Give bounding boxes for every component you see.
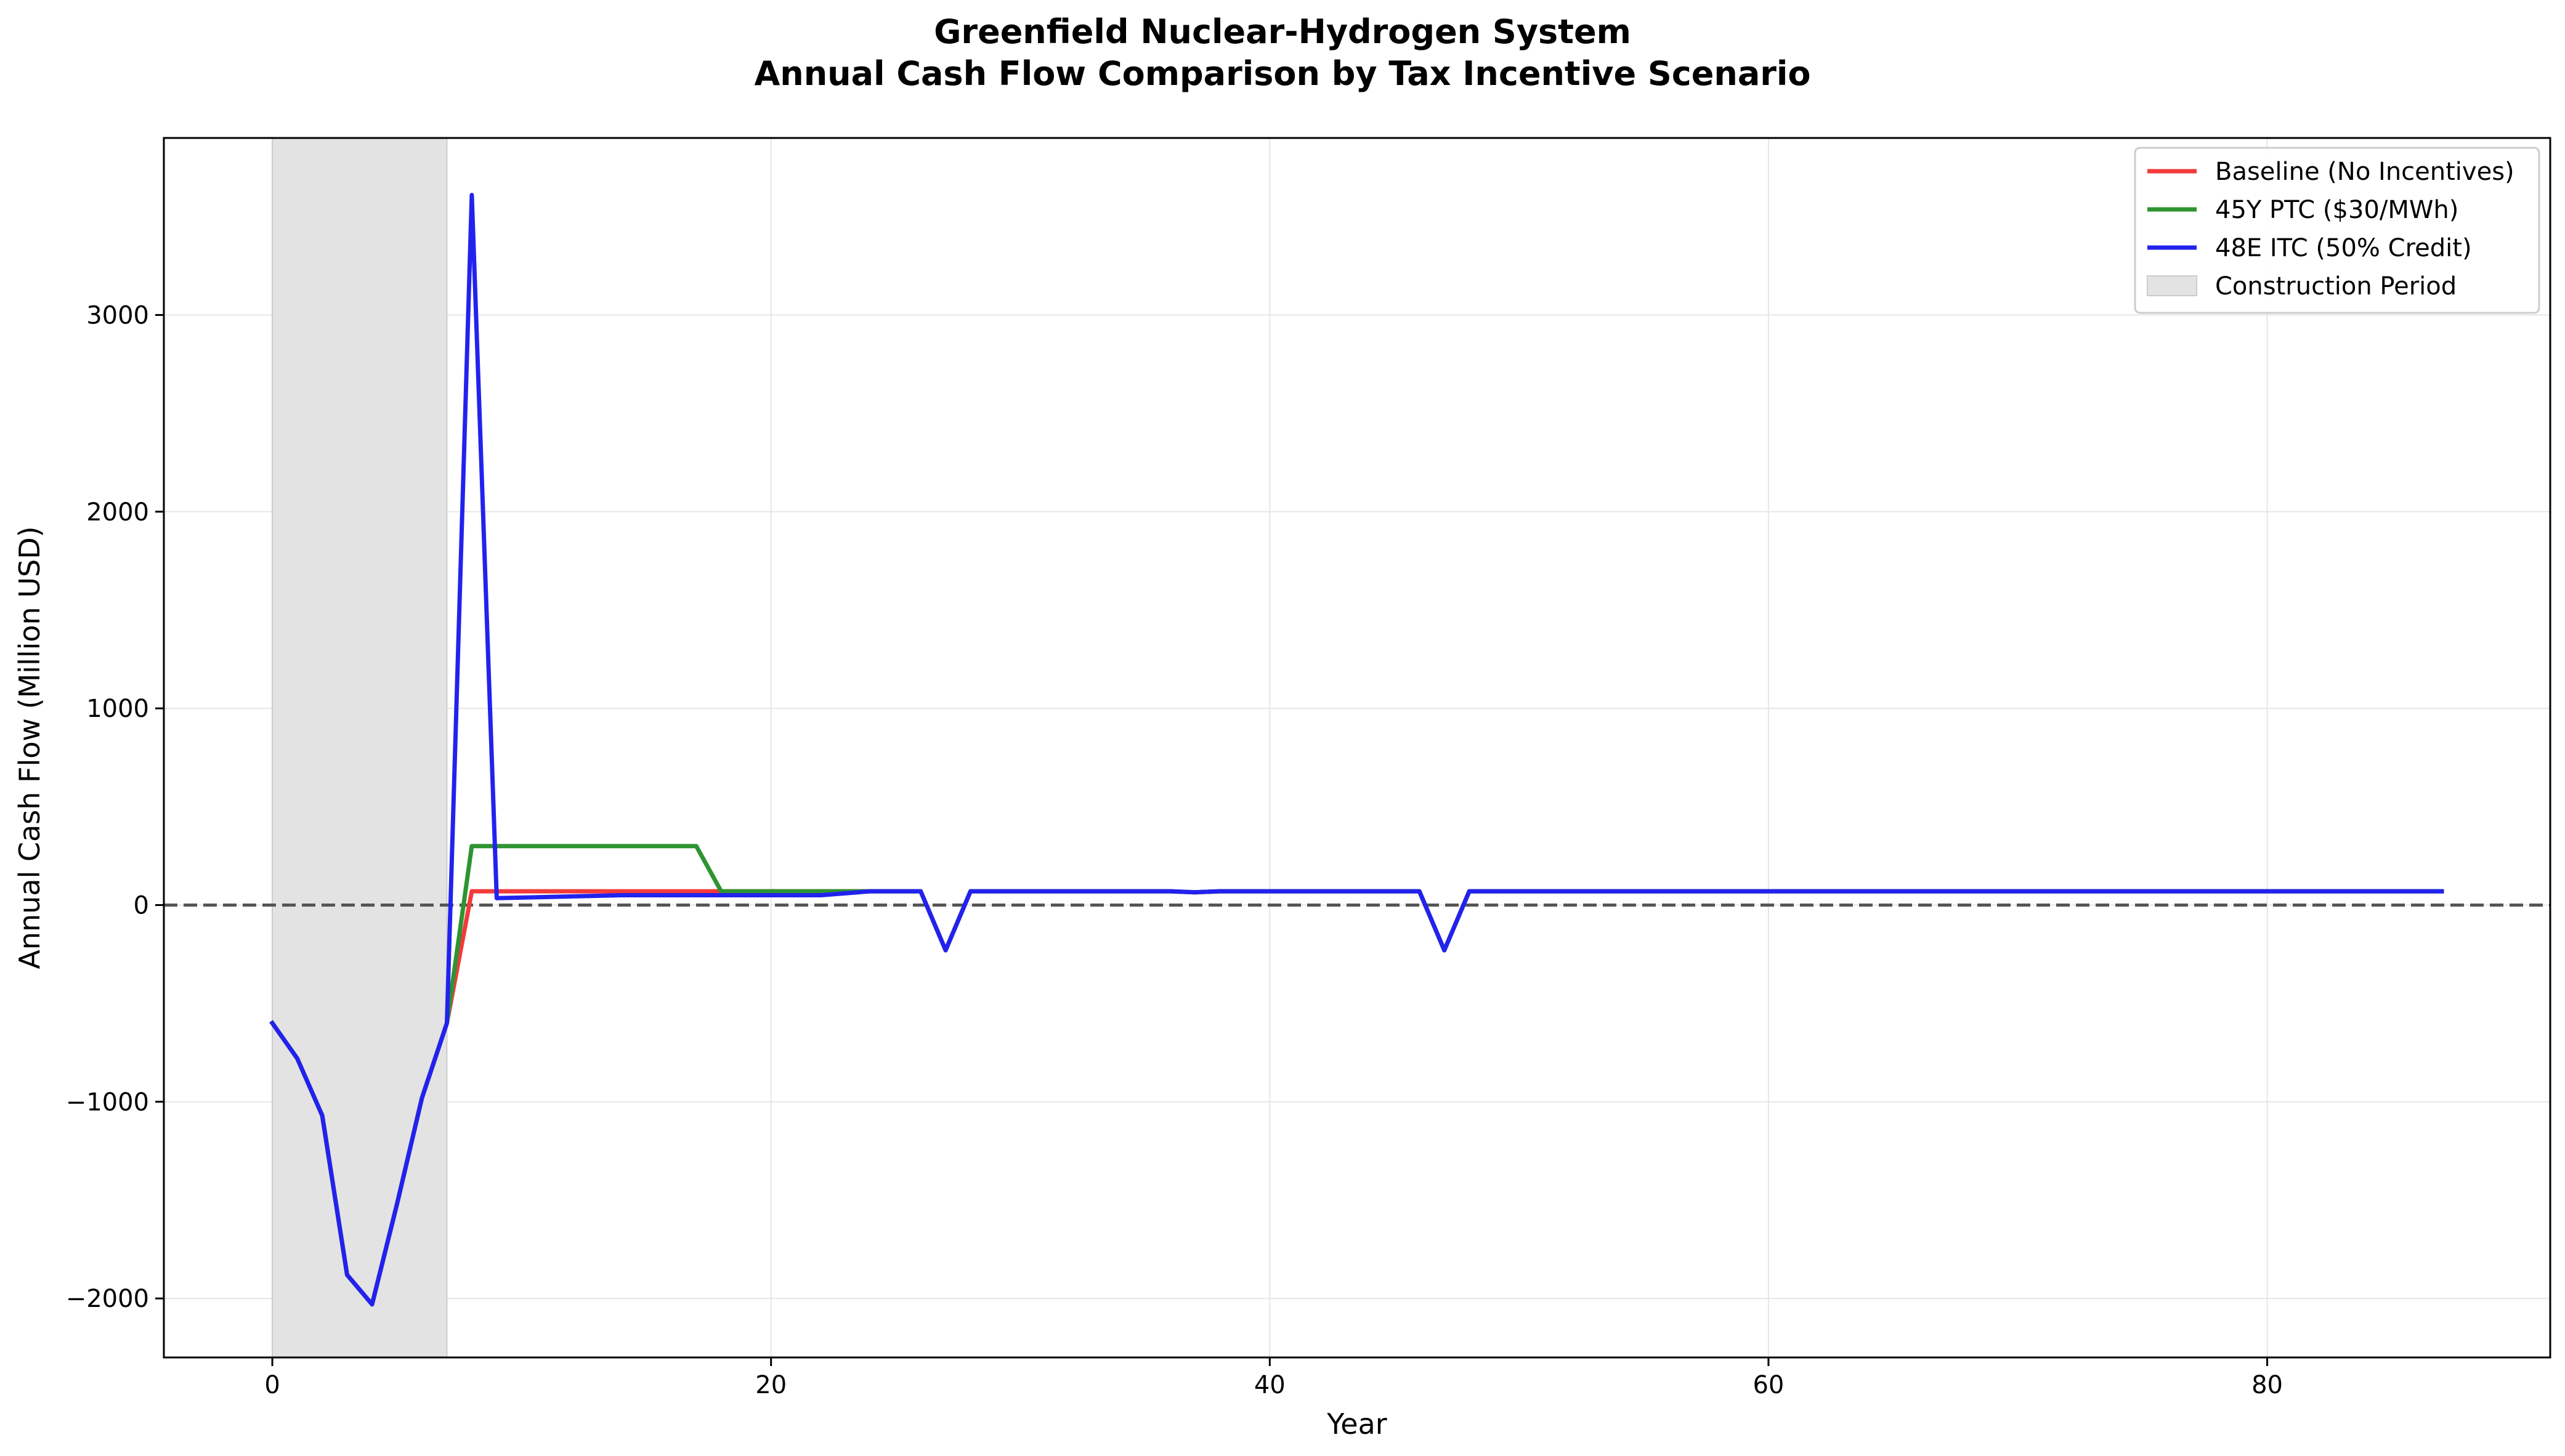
y-tick-label: 3000 (86, 301, 149, 330)
legend: Baseline (No Incentives) 45Y PTC ($30/MWh… (2134, 147, 2540, 314)
y-axis-label: Annual Cash Flow (Million USD) (13, 526, 46, 969)
y-tick-label: 1000 (86, 695, 149, 723)
y-tick-label: 2000 (86, 498, 149, 527)
x-tick-label: 0 (264, 1371, 280, 1399)
legend-label-3: 48E ITC (50% Credit) (2215, 234, 2472, 262)
construction-period-span (272, 137, 448, 1358)
x-tick-label: 20 (755, 1371, 787, 1399)
x-tick-label: 80 (2251, 1371, 2283, 1399)
plot-frame (163, 137, 2551, 1359)
chart-title: Greenfield Nuclear-Hydrogen System (934, 12, 1631, 51)
legend-swatch-construction (2147, 275, 2197, 296)
plot-area (163, 137, 2551, 1359)
y-tick-label: 0 (134, 891, 149, 920)
legend-label-construction: Construction Period (2215, 272, 2457, 301)
x-tick-label: 40 (1254, 1371, 1286, 1399)
x-axis-label: Year (1326, 1407, 1387, 1441)
legend-label-2: 45Y PTC ($30/MWh) (2215, 196, 2458, 224)
series-lines (269, 193, 2444, 1307)
legend-label-1: Baseline (No Incentives) (2215, 158, 2514, 186)
series-line-3 (269, 193, 2444, 1307)
x-tick-label: 60 (1753, 1371, 1784, 1399)
legend-box (2134, 147, 2540, 314)
y-axis-ticks: −2000 −1000 0 1000 2000 3000 (66, 301, 164, 1313)
y-tick-label: −2000 (66, 1285, 149, 1313)
y-tick-label: −1000 (66, 1088, 149, 1117)
x-axis-ticks: 0 20 40 60 80 (264, 1357, 2283, 1399)
chart-subtitle: Annual Cash Flow Comparison by Tax Incen… (754, 54, 1810, 93)
plot-background (164, 138, 2550, 1357)
